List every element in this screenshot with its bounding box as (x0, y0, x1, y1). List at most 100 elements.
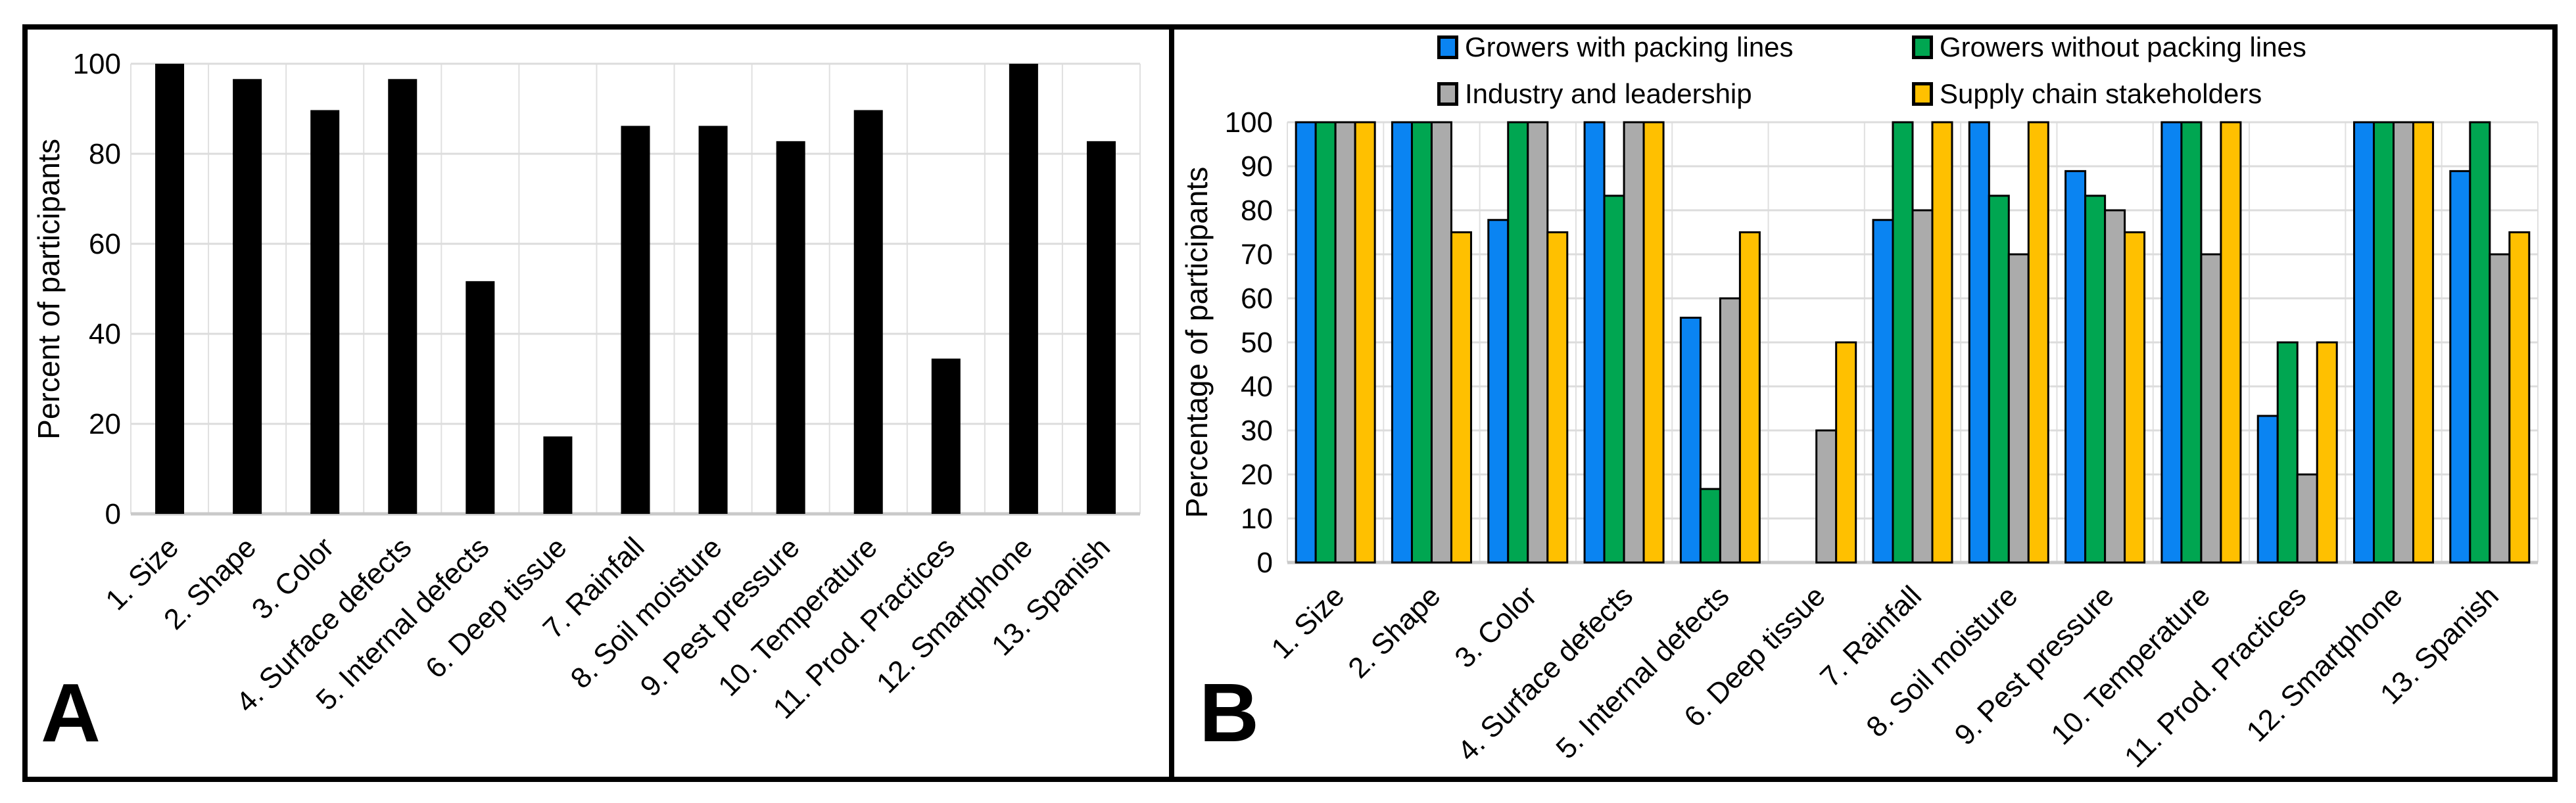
bar-growers-without-packing-lines (2084, 195, 2107, 564)
y-tick-label: 20 (1241, 459, 1273, 491)
bar-supply-chain-stakeholders (1642, 121, 1665, 564)
y-tick-label: 60 (1241, 283, 1273, 315)
bar-growers-with-packing-lines (2449, 170, 2471, 564)
bar-growers-without-packing-lines (2276, 341, 2299, 564)
bar (388, 79, 417, 515)
bar-industry-and-leadership (1527, 121, 1549, 564)
bar-supply-chain-stakeholders (2220, 121, 2242, 564)
category-label: 6. Deep tissue (419, 531, 573, 685)
bar-growers-without-packing-lines (1314, 121, 1337, 564)
bar-supply-chain-stakeholders (1931, 121, 1953, 564)
bar-supply-chain-stakeholders (2316, 341, 2338, 564)
bar (1009, 64, 1038, 514)
bar-industry-and-leadership (2104, 209, 2126, 564)
bar-growers-without-packing-lines (1892, 121, 1914, 564)
y-tick-label: 70 (1241, 239, 1273, 271)
category-label: 10. Temperature (2045, 580, 2216, 751)
category-label: 3. Color (1448, 580, 1543, 674)
legend-label: Growers with packing lines (1465, 32, 1794, 62)
category-label: 5. Internal defects (1550, 580, 1735, 765)
category-label: 4. Surface defects (1452, 580, 1639, 767)
legend-label: Industry and leadership (1465, 78, 1752, 109)
panel-a-y-axis-title: Percent of participants (32, 139, 66, 440)
category-label: 11. Prod. Practices (2118, 580, 2312, 773)
bar-supply-chain-stakeholders (2412, 121, 2435, 564)
y-tick-label: 0 (1257, 547, 1273, 579)
bar (543, 436, 573, 514)
y-tick-label: 60 (89, 228, 121, 260)
panel-divider (1169, 24, 1174, 782)
bar-industry-and-leadership (2489, 253, 2511, 564)
y-tick-label: 100 (73, 48, 121, 80)
legend-label: Growers without packing lines (1940, 32, 2306, 62)
bar-growers-with-packing-lines (2160, 121, 2183, 564)
legend-swatch-blue (1437, 35, 1458, 59)
bar (155, 64, 185, 514)
legend-label: Supply chain stakeholders (1940, 78, 2262, 109)
bar (698, 126, 728, 514)
y-tick-label: 0 (105, 498, 121, 530)
bar-growers-without-packing-lines (1507, 121, 1529, 564)
legend-swatch-gray (1437, 82, 1458, 106)
bar-growers-with-packing-lines (1391, 121, 1413, 564)
panel-b-y-axis-title: Percentage of participants (1180, 166, 1214, 518)
y-tick-label: 20 (89, 408, 121, 440)
bar-supply-chain-stakeholders (1354, 121, 1376, 564)
y-tick-label: 90 (1241, 150, 1273, 183)
bar-growers-without-packing-lines (1988, 195, 2010, 564)
bar (465, 281, 495, 514)
bar-supply-chain-stakeholders (1835, 341, 1857, 564)
bar-industry-and-leadership (1623, 121, 1645, 564)
legend-item-growers-without-packing-lines: Growers without packing lines (1912, 32, 2306, 63)
bar-industry-and-leadership (2200, 253, 2222, 564)
bar-growers-without-packing-lines (2180, 121, 2203, 564)
category-label: 2. Shape (1342, 580, 1446, 684)
bar (621, 126, 650, 514)
bar-supply-chain-stakeholders (2124, 231, 2146, 564)
bar-supply-chain-stakeholders (2027, 121, 2049, 564)
bar-growers-with-packing-lines (1487, 219, 1510, 564)
bar-industry-and-leadership (2393, 121, 2415, 564)
panel-b-label: B (1199, 666, 1259, 759)
bar-supply-chain-stakeholders (2508, 231, 2531, 564)
legend-item-industry-and-leadership: Industry and leadership (1437, 78, 1752, 110)
y-tick-label: 80 (89, 138, 121, 170)
bar-supply-chain-stakeholders (1738, 231, 1761, 564)
bar-supply-chain-stakeholders (1546, 231, 1569, 564)
bar-growers-with-packing-lines (1295, 121, 1317, 564)
y-tick-label: 30 (1241, 415, 1273, 447)
bar-growers-with-packing-lines (1583, 121, 1606, 564)
bar-growers-with-packing-lines (2064, 170, 2087, 564)
legend-swatch-yellow (1912, 82, 1933, 106)
y-tick-label: 40 (89, 318, 121, 350)
bar-industry-and-leadership (1719, 297, 1741, 564)
category-label: 1. Size (1265, 580, 1350, 665)
legend-item-growers-with-packing-lines: Growers with packing lines (1437, 32, 1794, 63)
bar-industry-and-leadership (2296, 473, 2318, 564)
bar-industry-and-leadership (2007, 253, 2030, 564)
panel-a-label: A (41, 666, 101, 759)
bar-industry-and-leadership (1815, 429, 1838, 564)
bar (233, 79, 262, 515)
bar-growers-with-packing-lines (2256, 415, 2279, 564)
bar-industry-and-leadership (1911, 209, 1934, 564)
y-tick-label: 40 (1241, 371, 1273, 403)
bar-growers-without-packing-lines (1410, 121, 1433, 564)
bar-growers-without-packing-lines (1603, 195, 1625, 564)
legend-item-supply-chain-stakeholders: Supply chain stakeholders (1912, 78, 2262, 110)
bar (776, 141, 805, 514)
bar-growers-with-packing-lines (2353, 121, 2375, 564)
bar (931, 358, 961, 514)
bar-growers-with-packing-lines (1679, 316, 1702, 564)
y-tick-label: 100 (1225, 106, 1273, 139)
bar-growers-with-packing-lines (1872, 219, 1894, 564)
bar-growers-without-packing-lines (2469, 121, 2491, 564)
bar-growers-without-packing-lines (2373, 121, 2395, 564)
bar-growers-without-packing-lines (1699, 488, 1721, 564)
category-label: 9. Pest pressure (1948, 580, 2120, 751)
legend-swatch-green (1912, 35, 1933, 59)
bar (1086, 141, 1116, 514)
bar (310, 110, 340, 514)
